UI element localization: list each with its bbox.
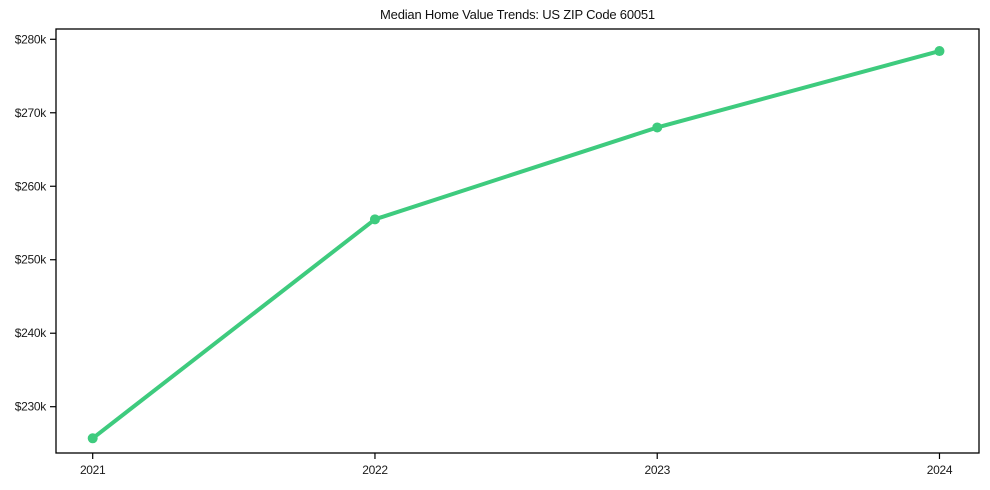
y-tick-label: $230k — [15, 400, 47, 414]
plot-border — [55, 28, 980, 454]
data-point — [87, 433, 98, 444]
x-tick-label: 2022 — [362, 463, 388, 477]
y-tick-label: $250k — [15, 253, 47, 267]
data-point — [652, 122, 663, 133]
x-tick-label: 2021 — [80, 463, 106, 477]
data-point — [369, 214, 380, 225]
y-tick-label: $280k — [15, 32, 47, 46]
y-tick-label: $270k — [15, 106, 47, 120]
x-tick-label: 2023 — [644, 463, 670, 477]
y-tick-label: $260k — [15, 179, 47, 193]
x-tick-label: 2024 — [927, 463, 953, 477]
data-point — [934, 46, 945, 57]
chart-title: Median Home Value Trends: US ZIP Code 60… — [380, 7, 655, 22]
trend-line — [90, 49, 942, 441]
y-tick-label: $240k — [15, 326, 47, 340]
